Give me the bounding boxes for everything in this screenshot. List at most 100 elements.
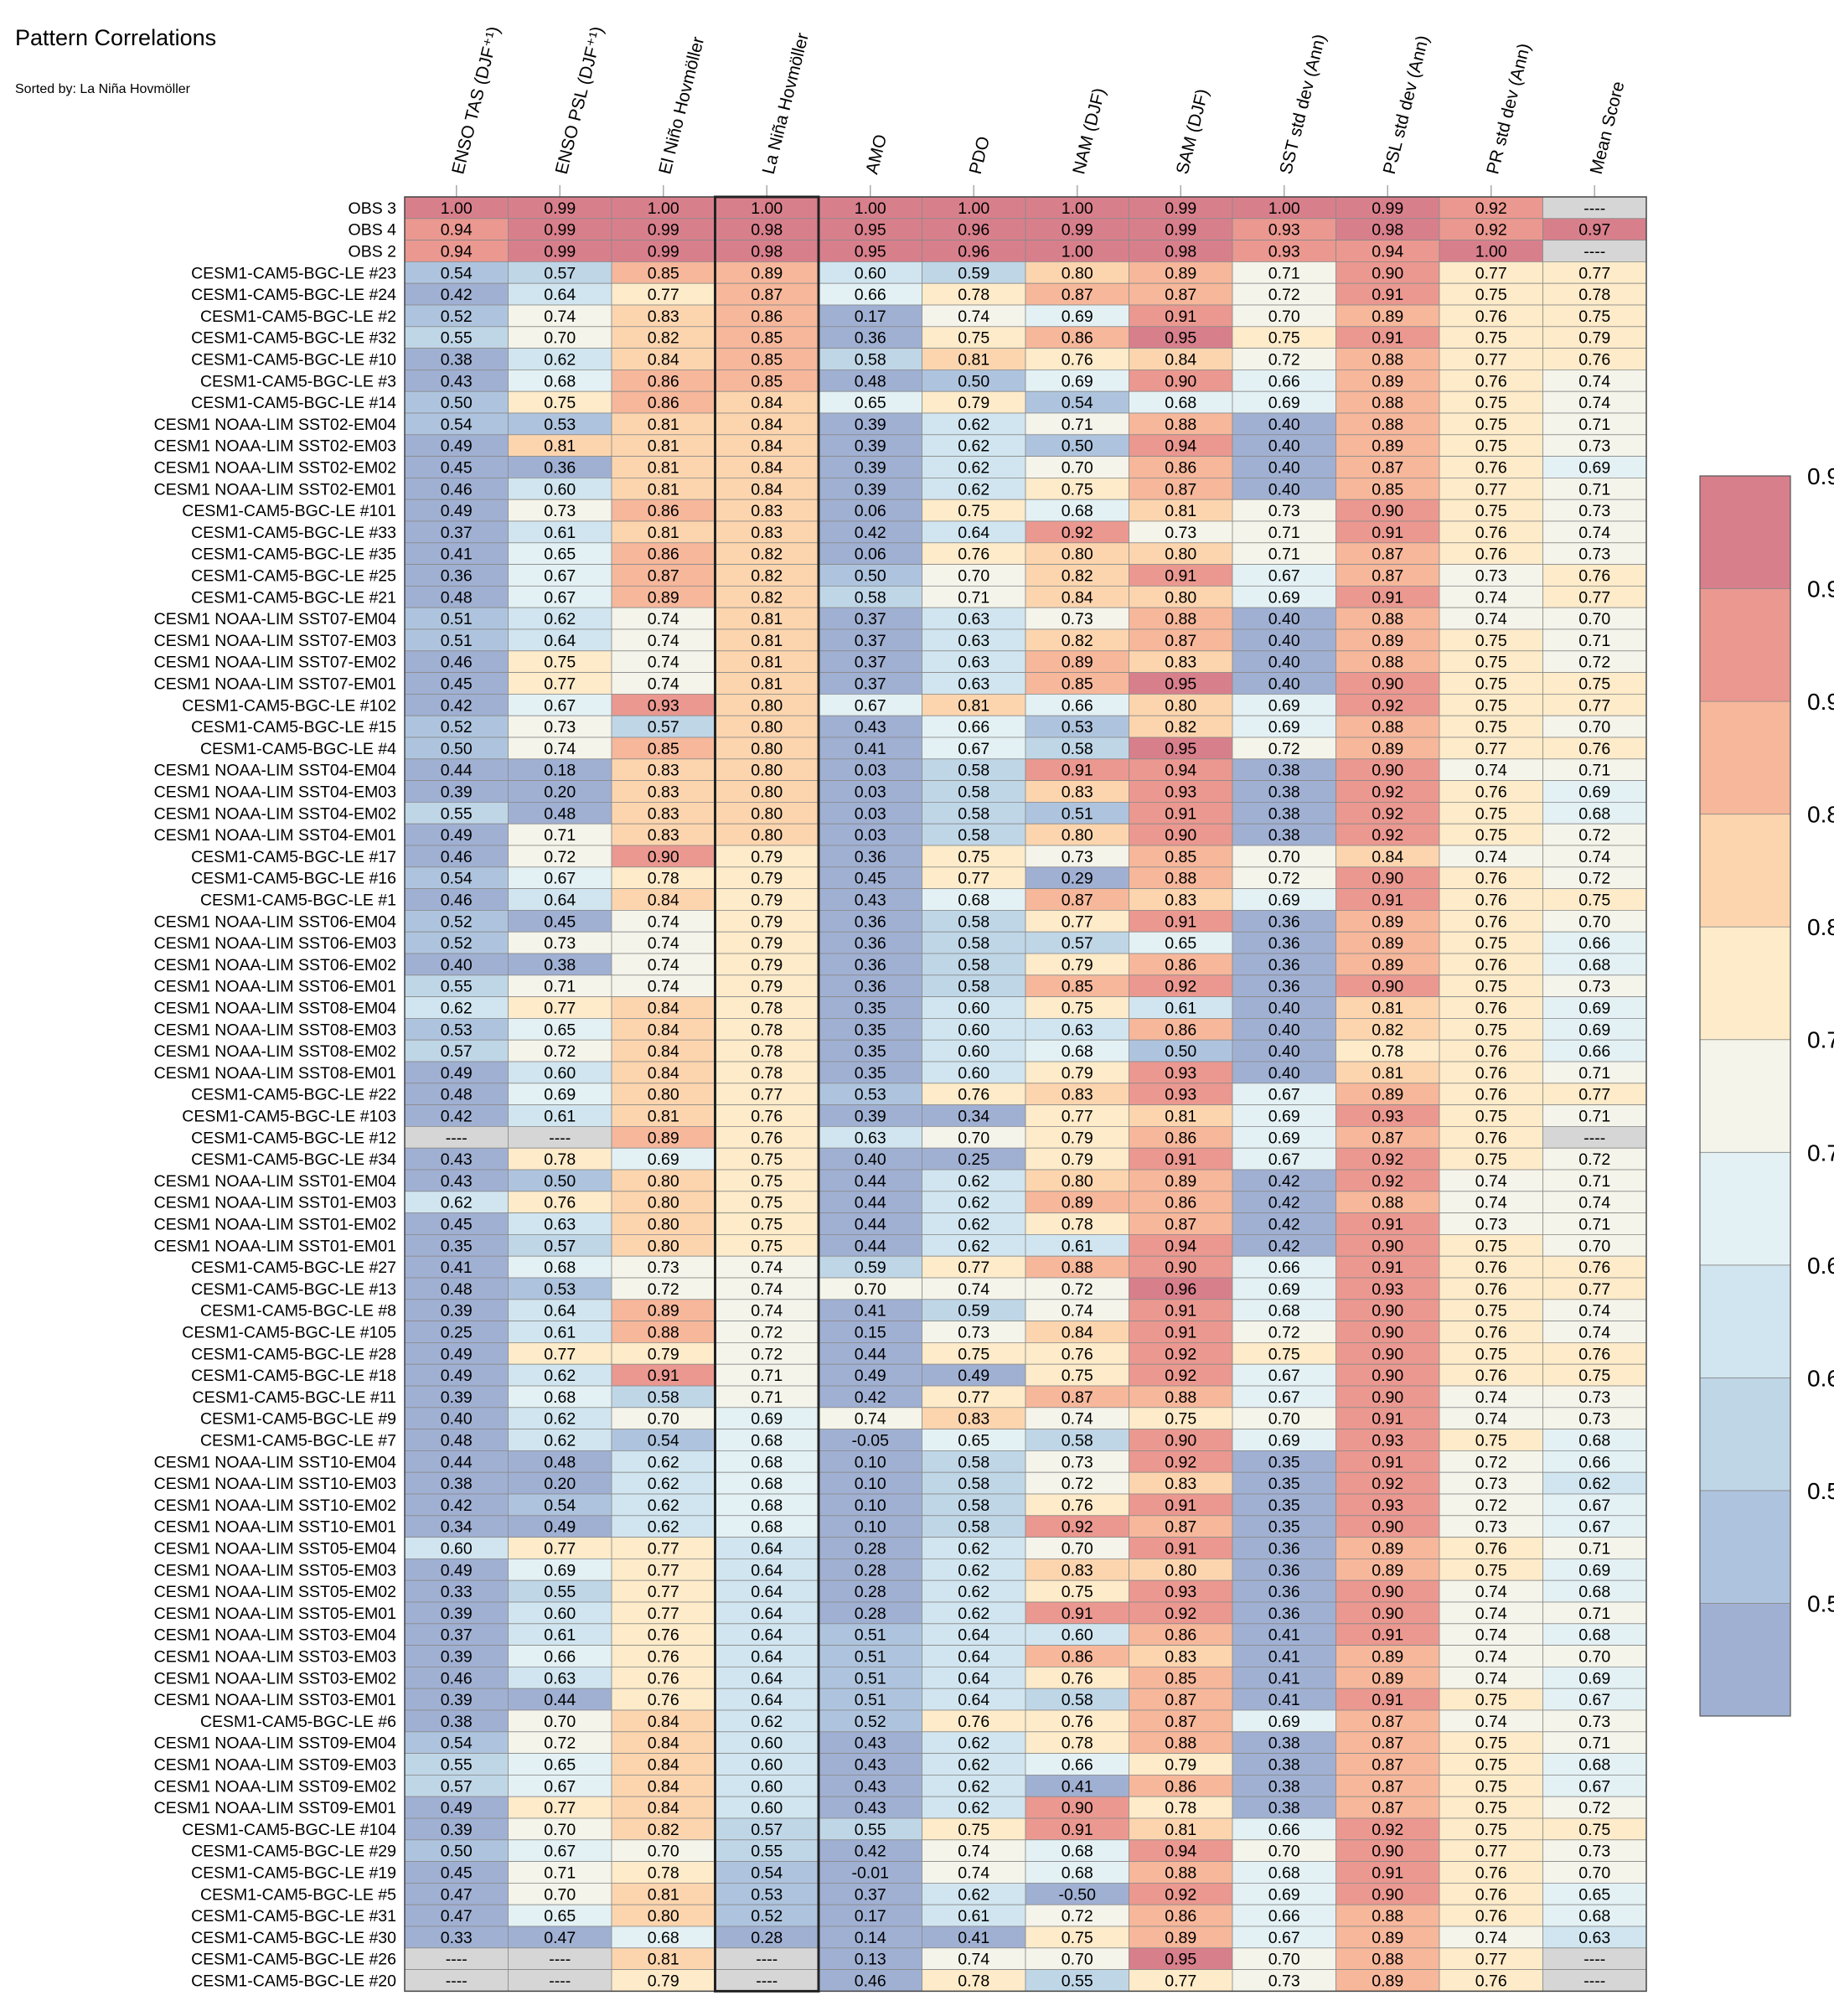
heatmap-cell xyxy=(715,1817,819,1841)
cell-value: 0.72 xyxy=(1268,286,1300,304)
heatmap-cell xyxy=(1542,1277,1647,1300)
heatmap-cell xyxy=(508,1817,612,1841)
cell-value: 0.89 xyxy=(1372,1086,1403,1104)
cell-value: 0.88 xyxy=(1372,610,1403,628)
cell-value: 0.34 xyxy=(441,1518,473,1537)
cell-value: 0.86 xyxy=(751,308,783,326)
cell-value: 0.64 xyxy=(544,1302,576,1321)
cell-value: 0.68 xyxy=(751,1518,783,1537)
cell-value: 0.73 xyxy=(1268,502,1300,520)
cell-value: 0.81 xyxy=(1165,1108,1196,1126)
cell-value: 0.75 xyxy=(1475,1821,1507,1839)
cell-value: 0.69 xyxy=(1062,308,1093,326)
cell-value: 0.75 xyxy=(1062,480,1093,499)
cell-value: 0.38 xyxy=(1268,762,1300,780)
heatmap-cell xyxy=(508,1537,612,1559)
heatmap-cell xyxy=(715,218,819,240)
heatmap-cell xyxy=(611,1321,716,1343)
cell-value: 0.77 xyxy=(544,675,576,694)
cell-value: 0.81 xyxy=(648,416,679,434)
heatmap-cell xyxy=(508,1493,612,1517)
heatmap-cell xyxy=(1542,1601,1647,1625)
heatmap-cell xyxy=(1439,434,1543,457)
cell-value: 0.75 xyxy=(1475,1799,1507,1817)
cell-value: 0.85 xyxy=(1165,848,1196,866)
cell-value: 0.62 xyxy=(958,1605,989,1623)
cell-value: 0.58 xyxy=(1062,1432,1093,1450)
cell-value: 0.76 xyxy=(1475,783,1507,802)
cell-value: 0.89 xyxy=(1062,1194,1093,1212)
cell-value: 0.90 xyxy=(1372,1605,1403,1623)
heatmap-cell xyxy=(715,1039,819,1062)
cell-value: 0.73 xyxy=(544,934,576,953)
heatmap-cell xyxy=(715,1212,819,1235)
column-header: NAM (DJF) xyxy=(1069,86,1109,176)
cell-value: 0.61 xyxy=(1165,1000,1196,1018)
row-label: CESM1-CAM5-BGC-LE #8 xyxy=(200,1302,396,1321)
cell-value: 0.75 xyxy=(1268,329,1300,348)
cell-value: 0.89 xyxy=(751,264,783,282)
cell-value: 0.42 xyxy=(1268,1237,1300,1255)
cell-value: 0.58 xyxy=(958,1475,989,1493)
cell-value: 0.55 xyxy=(544,1583,576,1601)
column-headers: ENSO TAS (DJF⁺¹) ENSO PSL (DJF⁺¹) El Niño … xyxy=(448,24,1628,197)
cell-value: 0.84 xyxy=(751,437,783,456)
cell-value: 0.54 xyxy=(648,1432,679,1450)
heatmap-cell xyxy=(818,1471,922,1495)
heatmap-cell xyxy=(922,1255,1026,1279)
heatmap-cell xyxy=(508,1839,612,1863)
heatmap-cell xyxy=(508,1407,612,1430)
heatmap-cell xyxy=(715,456,819,478)
cell-value: 0.36 xyxy=(855,956,886,974)
cell-value: 1.00 xyxy=(1268,199,1300,218)
cell-value: 0.75 xyxy=(1475,1432,1507,1450)
cell-value: 0.76 xyxy=(1475,1864,1507,1883)
row-label: CESM1-CAM5-BGC-LE #28 xyxy=(191,1345,396,1363)
cell-value: 0.88 xyxy=(1165,610,1196,628)
cell-value: 0.76 xyxy=(1062,1345,1093,1363)
heatmap-cell xyxy=(611,628,716,652)
heatmap-cell xyxy=(1439,1817,1543,1841)
heatmap-cell xyxy=(1335,1623,1440,1646)
cell-value: 0.83 xyxy=(751,502,783,520)
cell-value: 0.68 xyxy=(544,1388,576,1407)
heatmap-cell xyxy=(404,823,509,846)
column-header: ENSO PSL (DJF⁺¹) xyxy=(552,24,607,176)
heatmap-cell xyxy=(1129,802,1233,824)
heatmap-cell xyxy=(1232,282,1336,306)
cell-value: 0.43 xyxy=(855,1734,886,1753)
heatmap-cell xyxy=(1542,1667,1647,1689)
cell-value: 0.17 xyxy=(855,1907,886,1926)
cell-value: 0.87 xyxy=(1062,286,1093,304)
heatmap-cell xyxy=(404,1709,509,1733)
cell-value: 0.74 xyxy=(1475,1605,1507,1623)
cell-value: 0.74 xyxy=(1475,1669,1507,1688)
heatmap-cell xyxy=(1439,1039,1543,1062)
heatmap-cell xyxy=(1129,931,1233,954)
heatmap-cell xyxy=(1439,1385,1543,1409)
heatmap-cell xyxy=(1129,542,1233,565)
cell-value: 0.71 xyxy=(1578,1108,1610,1126)
heatmap-cell xyxy=(715,1709,819,1733)
heatmap-cell xyxy=(1129,607,1233,630)
cell-value: 0.74 xyxy=(1578,1324,1610,1342)
cell-value: 0.39 xyxy=(855,1108,886,1126)
cell-value: ---- xyxy=(1583,1951,1605,1969)
heatmap-cell xyxy=(922,1018,1026,1041)
heatmap-cell xyxy=(508,1450,612,1473)
cell-value: 1.00 xyxy=(855,199,886,218)
cell-value: 0.90 xyxy=(1372,1388,1403,1407)
cell-value: 0.74 xyxy=(958,1951,989,1969)
cell-value: 0.46 xyxy=(441,892,473,910)
heatmap-cell xyxy=(1232,1688,1336,1711)
cell-value: 0.92 xyxy=(1475,199,1507,218)
heatmap-cell xyxy=(1232,542,1336,565)
heatmap-cell xyxy=(611,974,716,998)
heatmap-cell xyxy=(1439,1299,1543,1322)
cell-value: 0.67 xyxy=(1268,1388,1300,1407)
heatmap-cell xyxy=(1129,282,1233,306)
heatmap-cell xyxy=(1129,1882,1233,1905)
cell-value: 0.83 xyxy=(648,826,679,845)
cell-value: 0.67 xyxy=(544,588,576,607)
cell-value: 0.91 xyxy=(1062,1605,1093,1623)
